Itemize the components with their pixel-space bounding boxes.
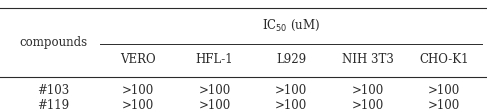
Text: CHO-K1: CHO-K1 — [419, 53, 468, 66]
Text: #119: #119 — [37, 99, 70, 110]
Text: L929: L929 — [276, 53, 306, 66]
Text: >100: >100 — [122, 84, 154, 97]
Text: >100: >100 — [198, 84, 231, 97]
Text: >100: >100 — [275, 84, 307, 97]
Text: VERO: VERO — [120, 53, 156, 66]
Text: >100: >100 — [428, 99, 460, 110]
Text: >100: >100 — [198, 99, 231, 110]
Text: >100: >100 — [351, 99, 384, 110]
Text: compounds: compounds — [19, 36, 88, 49]
Text: HFL-1: HFL-1 — [196, 53, 233, 66]
Text: >100: >100 — [351, 84, 384, 97]
Text: >100: >100 — [275, 99, 307, 110]
Text: #103: #103 — [37, 84, 70, 97]
Text: >100: >100 — [122, 99, 154, 110]
Text: NIH 3T3: NIH 3T3 — [341, 53, 393, 66]
Text: >100: >100 — [428, 84, 460, 97]
Text: IC$_{50}$ (uM): IC$_{50}$ (uM) — [262, 18, 320, 33]
